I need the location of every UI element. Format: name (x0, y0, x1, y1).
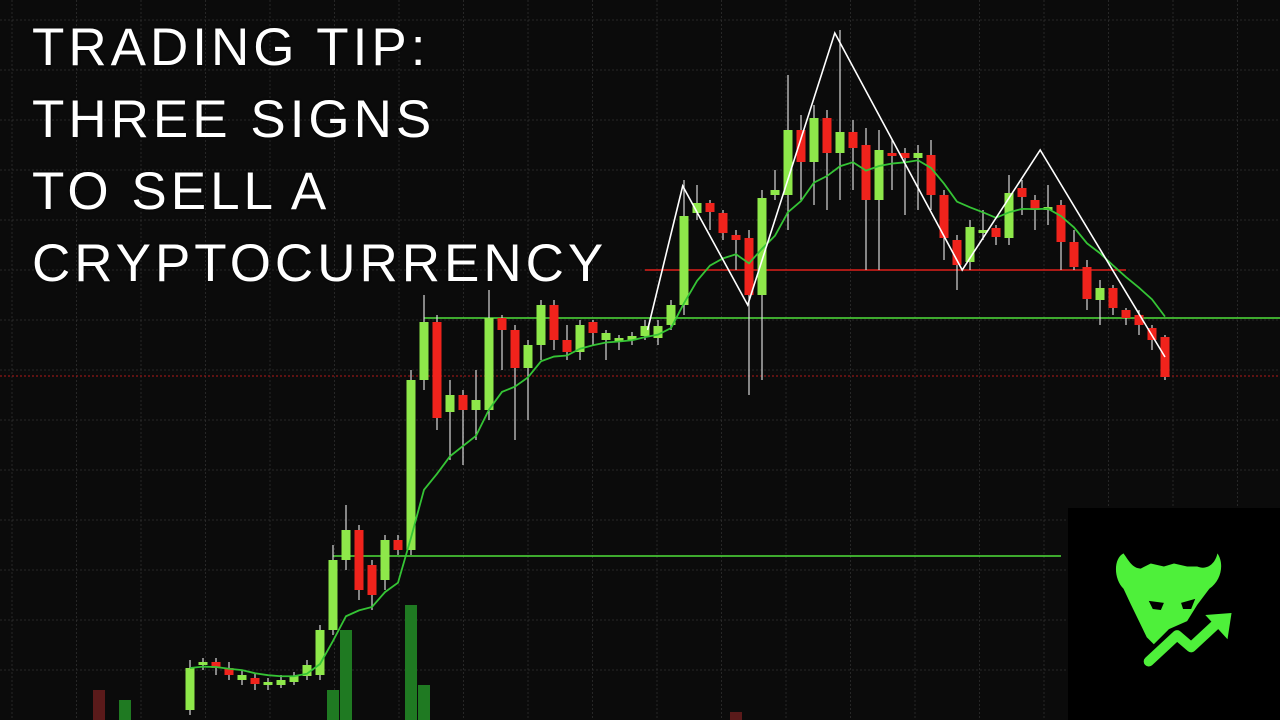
candle-up (380, 540, 390, 580)
moving-average-line (189, 159, 1166, 678)
candle-up (770, 190, 780, 195)
candle-up (783, 130, 793, 195)
candle-up (471, 400, 481, 410)
volume-bar (327, 690, 339, 720)
candle-down (1121, 310, 1131, 318)
candle-up (302, 665, 312, 676)
candle-up (1004, 193, 1014, 238)
candle-up (692, 203, 702, 213)
candle-down (991, 228, 1001, 237)
candle-down (900, 153, 910, 158)
headline-line-3: TO SELL A (32, 162, 331, 221)
candle-down (588, 322, 598, 333)
candle-up (237, 675, 247, 680)
volume-bar (119, 700, 131, 720)
candle-down (939, 195, 949, 238)
volume-bar (418, 685, 430, 720)
candle-down (822, 118, 832, 153)
candle-up (276, 680, 286, 685)
candle-down (1069, 242, 1079, 267)
candle-up (614, 338, 624, 341)
candle-up (198, 662, 208, 665)
brand-logo (1068, 508, 1280, 720)
candle-up (913, 153, 923, 158)
candle-down (887, 153, 897, 156)
head-and-shoulders-pattern-line (646, 30, 1166, 358)
candle-down (354, 530, 364, 590)
candle-up (601, 333, 611, 340)
candle-down (1108, 288, 1118, 308)
candle-up (185, 668, 195, 710)
candle-up (640, 326, 650, 336)
candle-down (952, 240, 962, 265)
candle-up (536, 305, 546, 345)
candle-up (666, 305, 676, 325)
candle-up (835, 132, 845, 153)
candle-down (510, 330, 520, 368)
candle-up (575, 325, 585, 352)
candle-down (848, 132, 858, 148)
candle-down (861, 145, 871, 200)
volume-bar (730, 712, 742, 720)
candle-down (718, 213, 728, 233)
candle-up (523, 345, 533, 368)
candle-up (653, 326, 663, 338)
candle-up (263, 682, 273, 685)
candle-down (926, 155, 936, 195)
candle-down (744, 238, 754, 295)
candle-down (796, 130, 806, 162)
candle-down (393, 540, 403, 550)
candle-up (978, 230, 988, 233)
candle-down (1082, 267, 1092, 299)
candle-up (757, 198, 767, 295)
candle-up (679, 216, 689, 305)
candle-down (367, 565, 377, 595)
headline: TRADING TIP: THREE SIGNS TO SELL A CRYPT… (32, 12, 607, 300)
candle-up (341, 530, 351, 560)
candle-up (328, 560, 338, 630)
candle-down (211, 662, 221, 668)
headline-line-2: THREE SIGNS (32, 90, 436, 149)
candle-down (1017, 188, 1027, 197)
candle-up (965, 227, 975, 262)
candle-down (705, 203, 715, 212)
candle-down (224, 668, 234, 675)
headline-line-1: TRADING TIP: (32, 18, 430, 77)
candle-up (315, 630, 325, 675)
volume-bar (340, 630, 352, 720)
bull-head-with-rising-arrow-icon (1115, 553, 1232, 667)
candle-up (874, 150, 884, 200)
candle-down (1030, 200, 1040, 210)
candle-down (1056, 205, 1066, 242)
candle-up (445, 395, 455, 412)
candle-down (458, 395, 468, 410)
candle-down (1134, 315, 1144, 325)
candle-down (497, 318, 507, 330)
candle-up (289, 676, 299, 682)
candle-up (419, 322, 429, 380)
candle-down (731, 235, 741, 240)
candle-down (250, 678, 260, 684)
volume-bar (405, 605, 417, 720)
candle-up (809, 118, 819, 162)
candle-down (432, 322, 442, 418)
candle-up (1095, 288, 1105, 300)
candle-up (627, 336, 637, 340)
headline-line-4: CRYPTOCURRENCY (32, 234, 608, 293)
candle-down (549, 305, 559, 340)
candle-up (406, 380, 416, 550)
candle-down (562, 340, 572, 352)
candle-up (484, 318, 494, 410)
volume-bar (93, 690, 105, 720)
